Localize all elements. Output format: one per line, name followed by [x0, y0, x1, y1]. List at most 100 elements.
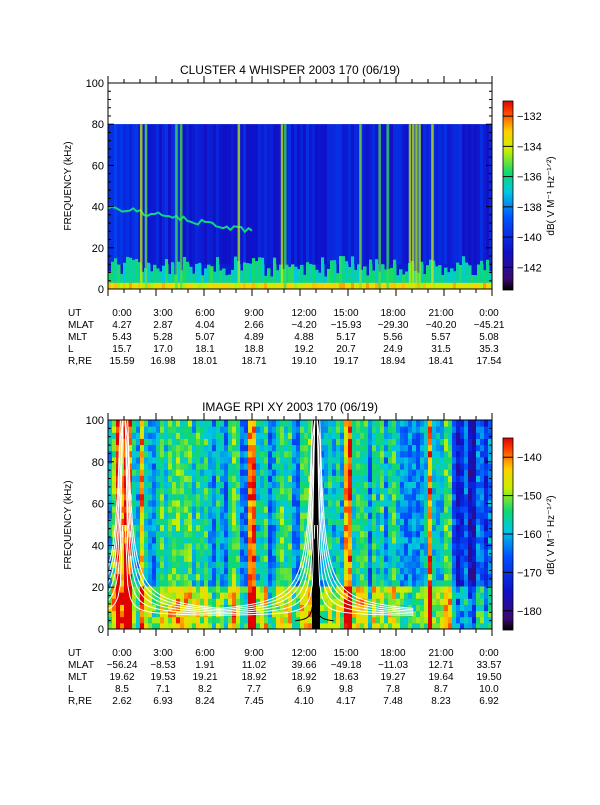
spectral-cell: [468, 512, 473, 519]
spectral-cell: [436, 420, 441, 427]
spectral-cell: [488, 426, 493, 433]
low-frequency-band: [183, 256, 187, 289]
spectral-cell: [384, 475, 389, 482]
spectral-cell: [204, 579, 209, 587]
spectral-cell: [364, 604, 369, 612]
spectral-cell: [240, 506, 245, 513]
bright-band: [279, 282, 283, 289]
spectral-cell: [292, 542, 297, 550]
spectral-cell: [456, 622, 461, 630]
spectral-cell: [388, 610, 393, 618]
spectral-cell: [416, 555, 421, 562]
spectral-cell: [200, 444, 205, 452]
spectral-cell: [476, 469, 481, 476]
spectral-cell: [172, 512, 177, 519]
spectral-cell: [480, 463, 485, 470]
spectral-cell: [140, 450, 145, 458]
spectral-cell: [464, 536, 469, 544]
spectral-cell: [276, 530, 281, 538]
table-cell: 16.98: [150, 356, 175, 367]
broadband-burst: [431, 124, 434, 289]
spectral-cell: [412, 481, 417, 489]
spectral-cell: [476, 426, 481, 433]
spectral-cell: [132, 518, 137, 525]
spectral-cell: [288, 518, 293, 525]
spectral-cell: [348, 622, 353, 630]
spectral-cell: [420, 598, 425, 605]
spectral-cell: [312, 475, 317, 482]
spectral-cell: [356, 432, 361, 439]
spectral-cell: [332, 585, 337, 593]
spectral-cell: [468, 622, 473, 630]
spectral-cell: [280, 420, 285, 427]
spectral-cell: [284, 536, 289, 544]
spectral-cell: [348, 487, 353, 495]
spectral-cell: [292, 549, 297, 556]
spectral-cell: [184, 610, 189, 618]
spectral-cell: [288, 592, 293, 599]
spectral-cell: [428, 598, 433, 605]
spectral-cell: [224, 536, 229, 544]
colorbar: [502, 100, 514, 291]
low-frequency-band: [135, 258, 139, 289]
spectral-cell: [448, 549, 453, 556]
spectral-cell: [244, 499, 249, 507]
table-cell: 18.1: [195, 344, 215, 355]
spectral-cell: [176, 512, 181, 519]
spectral-cell: [468, 555, 473, 562]
spectral-cell: [444, 579, 449, 587]
spectral-cell: [380, 585, 385, 593]
spectral-cell: [372, 542, 377, 550]
spectral-cell: [132, 585, 137, 593]
spectral-column: [168, 124, 172, 265]
spectral-cell: [456, 450, 461, 458]
spectral-cell: [252, 549, 257, 556]
spectral-cell: [336, 616, 341, 624]
spectral-cell: [460, 536, 465, 544]
table-cell: 12:00: [291, 308, 316, 319]
spectral-cell: [276, 469, 281, 476]
spectral-cell: [196, 536, 201, 544]
spectral-cell: [412, 493, 417, 501]
spectral-cell: [128, 438, 133, 446]
spectral-cell: [452, 438, 457, 446]
spectral-cell: [112, 536, 117, 544]
spectral-cell: [332, 481, 337, 489]
spectral-cell: [344, 444, 349, 452]
spectral-cell: [176, 456, 181, 464]
spectral-cell: [148, 444, 153, 452]
spectral-cell: [132, 567, 137, 575]
low-frequency-band: [309, 264, 313, 289]
spectral-cell: [176, 469, 181, 476]
spectral-cell: [368, 536, 373, 544]
spectral-cell: [284, 512, 289, 519]
spectral-cell: [476, 592, 481, 599]
spectral-cell: [300, 444, 305, 452]
spectral-cell: [132, 487, 137, 495]
spectral-cell: [140, 499, 145, 507]
spectral-cell: [480, 432, 485, 439]
spectral-cell: [280, 530, 285, 538]
spectral-column: [375, 124, 379, 265]
spectral-cell: [456, 444, 461, 452]
spectral-cell: [188, 456, 193, 464]
spectral-cell: [416, 616, 421, 624]
spectral-column: [483, 124, 487, 265]
spectral-cell: [424, 579, 429, 587]
spectral-cell: [396, 598, 401, 605]
spectral-cell: [432, 524, 437, 532]
spectral-cell: [464, 475, 469, 482]
spectral-cell: [152, 475, 157, 482]
spectral-cell: [308, 585, 313, 593]
spectral-cell: [352, 536, 357, 544]
bright-band: [357, 282, 361, 289]
table-cell: 19.27: [380, 672, 405, 683]
spectral-cell: [348, 604, 353, 612]
spectral-cell: [192, 573, 197, 581]
spectral-cell: [328, 561, 333, 569]
spectral-cell: [268, 585, 273, 593]
table-cell: 18:00: [380, 308, 405, 319]
spectral-cell: [320, 463, 325, 470]
spectral-cell: [472, 512, 477, 519]
spectral-cell: [352, 555, 357, 562]
